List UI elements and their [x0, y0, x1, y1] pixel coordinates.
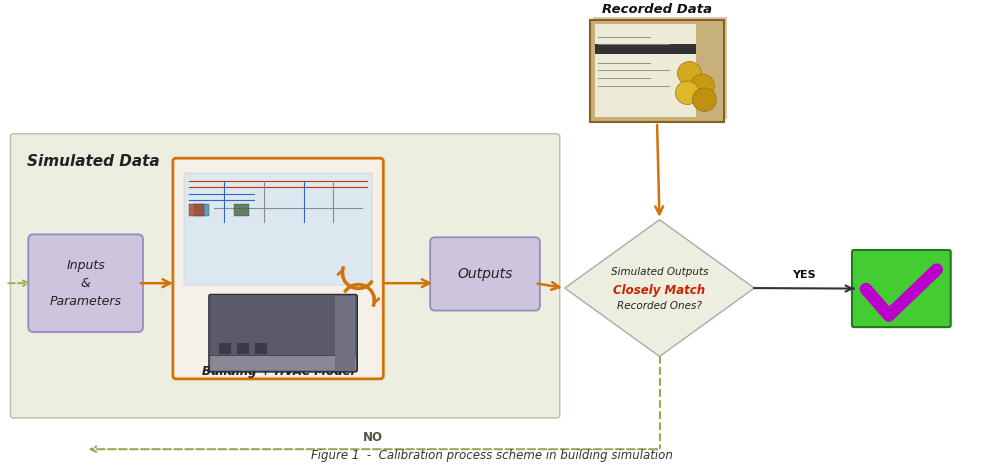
FancyBboxPatch shape: [11, 134, 560, 418]
FancyBboxPatch shape: [210, 355, 356, 371]
Bar: [234, 204, 249, 216]
FancyBboxPatch shape: [29, 234, 143, 332]
FancyBboxPatch shape: [209, 294, 357, 372]
Text: Inputs
&
Parameters: Inputs & Parameters: [49, 259, 122, 308]
Circle shape: [677, 62, 702, 85]
Text: Figure 1  -  Calibration process scheme in building simulation: Figure 1 - Calibration process scheme in…: [311, 449, 673, 462]
Bar: [218, 343, 230, 354]
Bar: [336, 296, 355, 370]
Circle shape: [675, 81, 700, 104]
Text: Recorded Data: Recorded Data: [602, 3, 712, 16]
Bar: [194, 204, 209, 216]
Bar: [589, 19, 724, 122]
Bar: [237, 343, 249, 354]
Bar: [189, 204, 204, 216]
Text: Recorded Ones?: Recorded Ones?: [617, 301, 702, 311]
Text: Outputs: Outputs: [458, 267, 513, 281]
Circle shape: [693, 88, 716, 111]
FancyBboxPatch shape: [173, 158, 384, 379]
Text: NO: NO: [362, 431, 383, 444]
Text: Simulated Data: Simulated Data: [28, 154, 160, 169]
Text: Building + HVAC Model: Building + HVAC Model: [202, 365, 354, 378]
Bar: [184, 173, 372, 285]
Bar: [592, 17, 727, 119]
Text: YES: YES: [792, 270, 816, 280]
Text: Simulated Outputs: Simulated Outputs: [611, 267, 708, 277]
Circle shape: [691, 74, 714, 98]
Bar: [594, 44, 696, 54]
Polygon shape: [565, 220, 755, 356]
Bar: [594, 24, 696, 117]
FancyBboxPatch shape: [430, 238, 540, 311]
Text: Closely Match: Closely Match: [613, 284, 706, 296]
FancyBboxPatch shape: [852, 250, 951, 327]
Bar: [255, 343, 267, 354]
